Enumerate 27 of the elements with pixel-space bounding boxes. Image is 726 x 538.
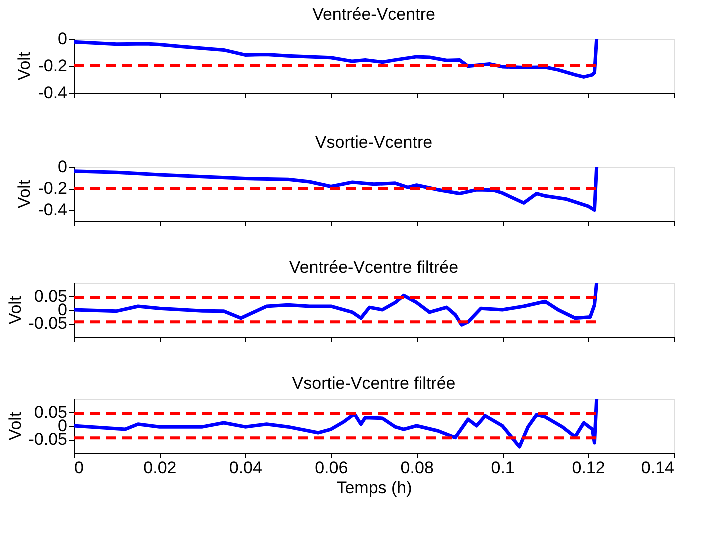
chart-title: Ventrée-Vcentre filtrée <box>289 258 459 277</box>
line-series <box>74 167 599 212</box>
x-tick-label: 0.14 <box>641 458 674 478</box>
y-axis-title: Volt <box>15 52 34 81</box>
x-tick-label: 0.02 <box>144 458 177 478</box>
line-series <box>74 39 599 79</box>
x-tick-label: 0.1 <box>491 458 515 478</box>
y-axis-title: Volt <box>6 412 25 441</box>
y-tick-label: -0.2 <box>38 56 68 76</box>
y-tick-label: -0.4 <box>38 84 68 102</box>
x-tick-label: 0.12 <box>572 458 606 478</box>
x-axis-title: Temps (h) <box>336 478 412 498</box>
x-tick-label: 0 <box>74 458 84 478</box>
line-series <box>74 283 599 327</box>
y-tick-label: 0 <box>58 30 68 48</box>
y-axis-title: Volt <box>6 296 25 325</box>
y-axis-title: Volt <box>15 180 34 209</box>
x-tick-label: 0.08 <box>400 458 434 478</box>
x-tick-label: 0.06 <box>315 458 348 478</box>
chart-title: Ventrée-Vcentre <box>312 5 436 24</box>
chart-title: Vsortie-Vcentre filtrée <box>292 374 456 393</box>
y-tick-label: 0 <box>58 158 68 176</box>
y-tick-label: -0.2 <box>38 179 68 198</box>
x-tick-label: 0.04 <box>229 458 262 478</box>
y-tick-label: -0.4 <box>38 200 68 220</box>
line-series <box>74 399 599 449</box>
chart-title: Vsortie-Vcentre <box>315 133 433 152</box>
